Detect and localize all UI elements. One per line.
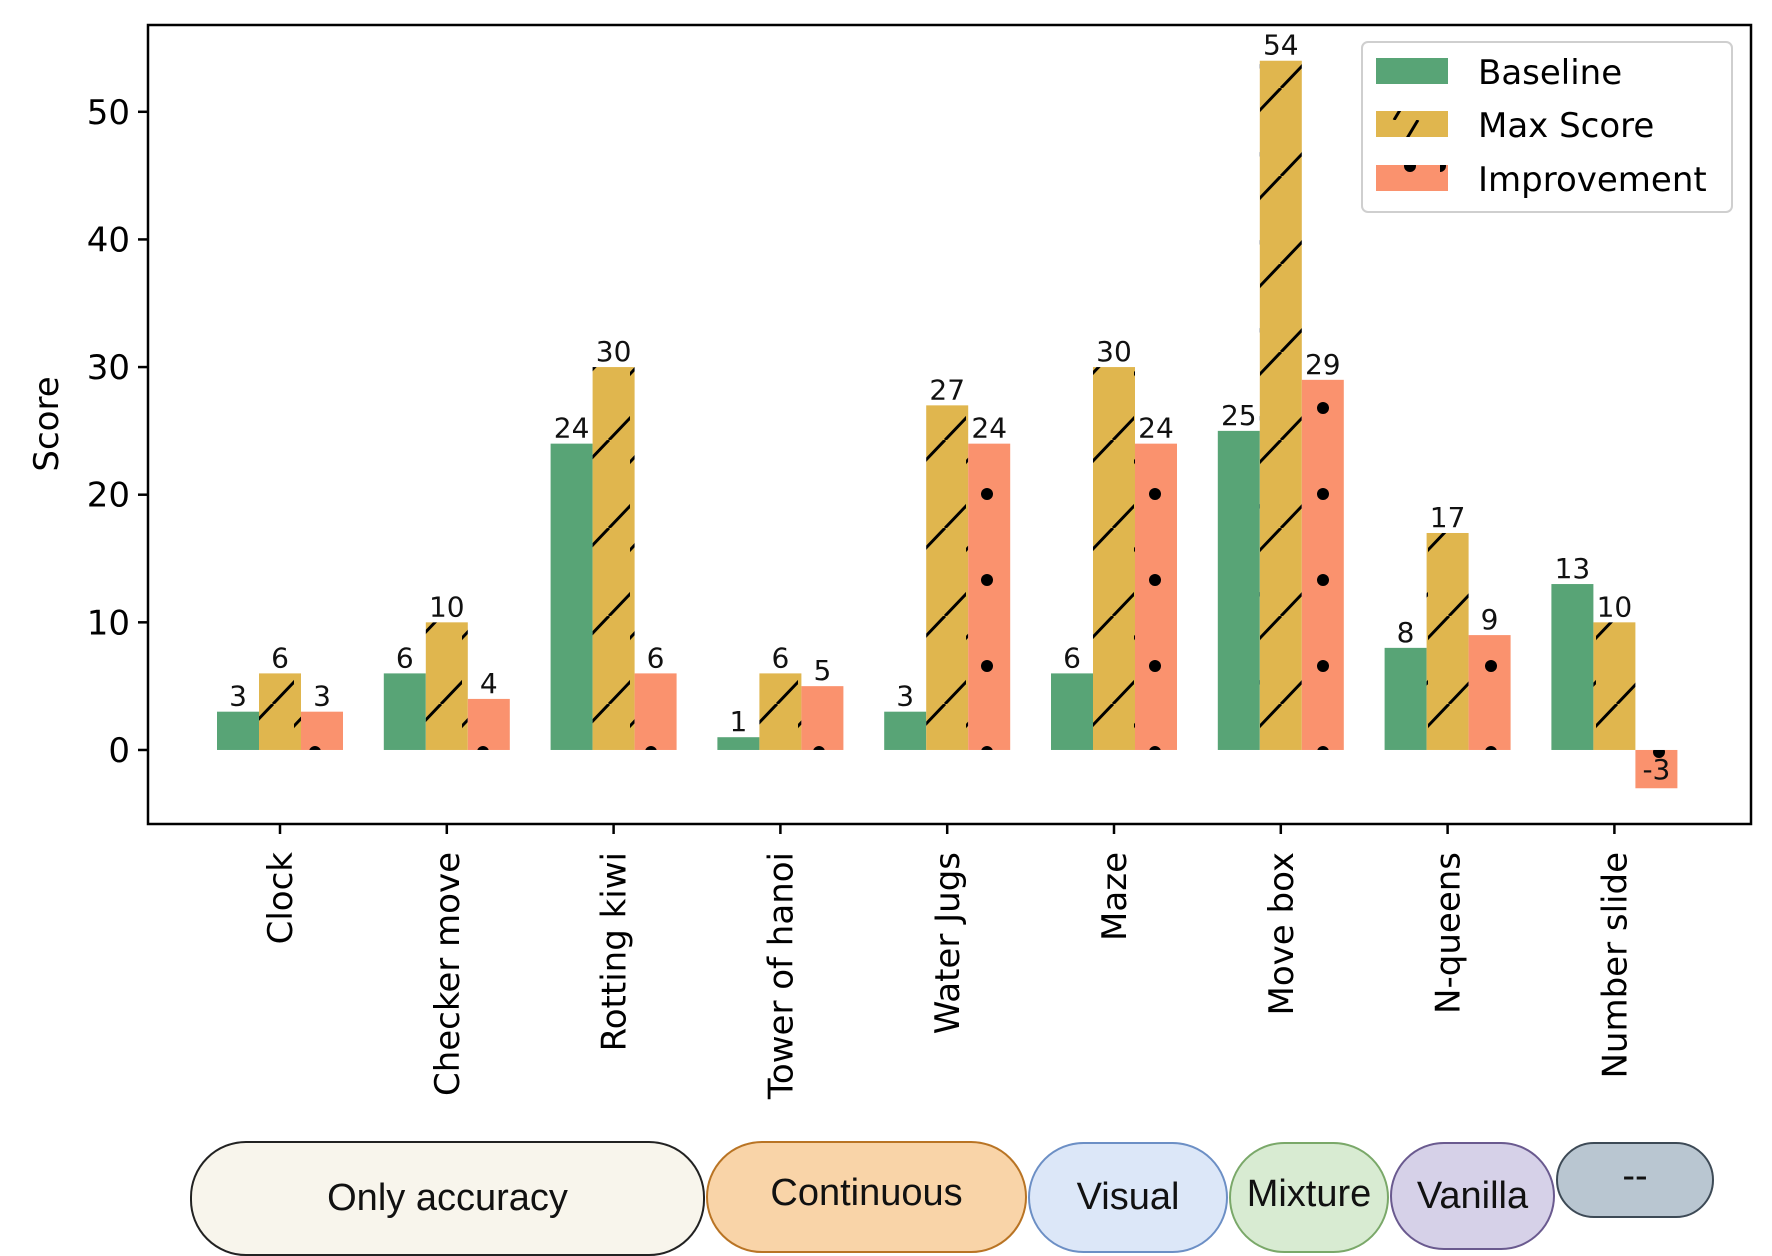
- legend-label-baseline: Baseline: [1478, 53, 1622, 93]
- bar-improvement-maze: [1135, 443, 1177, 750]
- group-pill-only-accuracy: Only accuracy: [190, 1141, 705, 1256]
- bar-baseline-checker-move: [383, 673, 426, 750]
- bar-max-score-checker-move: [425, 622, 468, 750]
- data-label-baseline: 6: [396, 641, 414, 674]
- group-pill-continuous: Continuous: [706, 1141, 1027, 1253]
- data-label-improvement: 3: [313, 680, 331, 713]
- x-tick-label: N-queens: [1429, 852, 1469, 1014]
- bar-improvement-water-jugs: [968, 443, 1011, 750]
- y-tick-label: 10: [87, 603, 130, 643]
- x-tick-label: Number slide: [1595, 852, 1635, 1079]
- bar-improvement-checker-move: [467, 698, 510, 750]
- bar-baseline-tower-of-hanoi: [717, 737, 760, 750]
- data-label-max-score: 27: [929, 373, 965, 406]
- legend: Baseline Max Score Improvement: [1361, 41, 1733, 213]
- x-tick-label: Checker move: [428, 852, 468, 1096]
- bar-baseline-rotting-kiwi: [550, 443, 593, 750]
- bar-baseline-move-box: [1217, 430, 1260, 750]
- data-label-improvement: 6: [647, 641, 665, 674]
- x-tick-label: Water Jugs: [928, 852, 968, 1034]
- x-tick-label: Maze: [1095, 852, 1135, 941]
- data-label-improvement: 5: [813, 654, 831, 687]
- bar-improvement-clock: [301, 711, 343, 750]
- bar-improvement-move-box: [1301, 379, 1344, 750]
- bar-max-score-rotting-kiwi: [592, 367, 635, 750]
- data-label-max-score: 54: [1263, 29, 1299, 62]
- bar-baseline-n-queens: [1384, 647, 1427, 750]
- data-label-improvement: 29: [1305, 348, 1341, 381]
- data-label-max-score: 17: [1430, 501, 1466, 534]
- legend-frame: [1361, 41, 1733, 213]
- bar-baseline-maze: [1051, 673, 1093, 750]
- bar-baseline-water-jugs: [884, 711, 927, 750]
- bar-max-score-water-jugs: [926, 405, 969, 750]
- group-pill-mixture: Mixture: [1229, 1142, 1389, 1253]
- y-tick-label: 50: [87, 93, 130, 133]
- legend-swatch-max-score: [1376, 111, 1448, 137]
- data-label-improvement: 9: [1481, 603, 1499, 636]
- bar-improvement-n-queens: [1468, 635, 1511, 750]
- data-label-baseline: 6: [1063, 641, 1081, 674]
- x-tick-label: Clock: [261, 852, 301, 945]
- bar-improvement-number-slide: [1635, 749, 1678, 789]
- y-tick-label: 20: [87, 476, 130, 516]
- legend-label-improvement: Improvement: [1478, 160, 1707, 200]
- legend-label-max-score: Max Score: [1478, 106, 1654, 146]
- legend-swatch-improvement: [1376, 165, 1448, 191]
- data-label-baseline: 24: [554, 412, 590, 445]
- bar-improvement-tower-of-hanoi: [801, 686, 844, 750]
- data-label-baseline: 25: [1221, 399, 1257, 432]
- data-label-baseline: 3: [229, 680, 247, 713]
- data-label-max-score: 6: [771, 641, 789, 674]
- group-pill-dash: --: [1556, 1142, 1714, 1218]
- y-tick-label: 0: [108, 731, 130, 771]
- data-label-baseline: 13: [1555, 552, 1591, 585]
- data-label-baseline: 1: [729, 705, 747, 738]
- x-tick-label: Tower of hanoi: [761, 852, 801, 1100]
- group-pill-visual: Visual: [1028, 1142, 1228, 1253]
- data-label-improvement: 24: [971, 412, 1007, 445]
- plot-frame: [146, 23, 1753, 826]
- bar-improvement-rotting-kiwi: [634, 673, 677, 750]
- bar-max-score-n-queens: [1426, 532, 1469, 750]
- bar-max-score-number-slide: [1593, 622, 1636, 750]
- y-tick-label: 40: [87, 220, 130, 260]
- data-label-max-score: 30: [596, 335, 632, 368]
- data-label-max-score: 6: [271, 641, 289, 674]
- data-label-improvement: 24: [1138, 412, 1174, 445]
- y-axis-label: Score: [27, 376, 67, 471]
- bar-max-score-move-box: [1259, 60, 1302, 750]
- group-pill-vanilla: Vanilla: [1390, 1142, 1555, 1250]
- x-tick-label: Rotting kiwi: [595, 852, 635, 1051]
- bar-max-score-clock: [259, 673, 301, 750]
- bar-baseline-clock: [217, 711, 259, 750]
- bar-baseline-number-slide: [1551, 584, 1594, 750]
- y-tick-label: 30: [87, 348, 130, 388]
- data-label-improvement: 4: [480, 667, 498, 700]
- data-label-max-score: 10: [1597, 590, 1633, 623]
- data-label-baseline: 8: [1397, 616, 1415, 649]
- data-label-improvement: -3: [1642, 753, 1670, 786]
- bar-max-score-tower-of-hanoi: [759, 673, 802, 750]
- data-label-baseline: 3: [896, 680, 914, 713]
- data-label-max-score: 10: [429, 590, 465, 623]
- legend-swatch-baseline: [1376, 58, 1448, 84]
- bar-max-score-maze: [1093, 367, 1135, 750]
- x-tick-label: Move box: [1262, 852, 1302, 1015]
- data-label-max-score: 30: [1096, 335, 1132, 368]
